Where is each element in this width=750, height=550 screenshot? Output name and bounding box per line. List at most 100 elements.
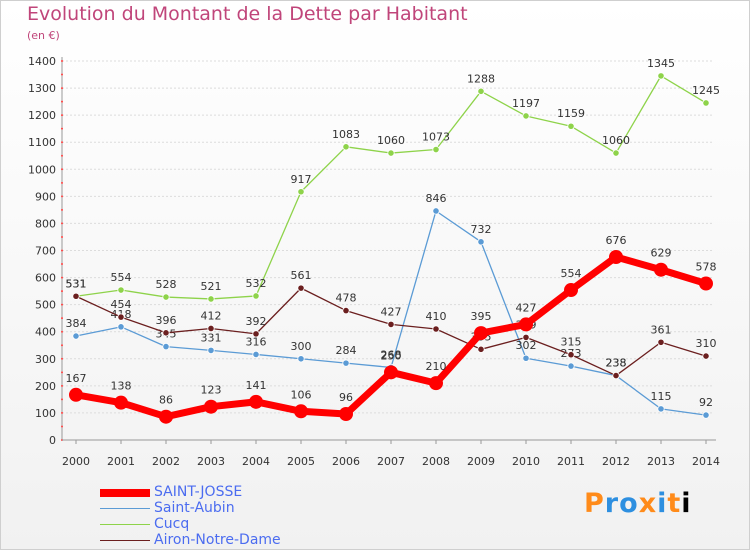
y-axis-dot [61,276,63,279]
data-point-cucq [252,292,260,300]
data-point-airon-notre-dame [72,292,80,300]
y-tick-label: 1200 [28,109,56,122]
data-point-airon-notre-dame [117,313,125,321]
data-label-airon-notre-dame: 412 [201,309,222,322]
data-point-saint-aubin [477,238,485,246]
data-point-airon-notre-dame [207,324,215,333]
data-point-cucq [477,87,485,95]
x-tick-label: 2006 [332,455,360,468]
data-point-saint-aubin [342,359,350,367]
x-tick-label: 2012 [602,455,630,468]
y-tick-label: 1300 [28,82,56,95]
data-label-saint-josse: 629 [651,247,672,260]
data-label-cucq: 1245 [692,84,720,97]
x-tick-label: 2009 [467,455,495,468]
legend-swatch-cucq [100,524,150,525]
y-axis-dot [61,141,63,144]
data-point-saint-josse [609,249,623,264]
data-label-cucq: 1345 [647,57,675,70]
data-point-airon-notre-dame [567,351,575,359]
data-point-saint-josse [159,409,173,424]
y-axis-dot [61,411,63,414]
data-label-saint-josse: 141 [246,379,267,392]
chart-title: Evolution du Montant de la Dette par Hab… [27,3,468,25]
data-label-saint-aubin: 316 [246,335,267,348]
y-axis-dot [61,208,63,211]
data-label-cucq: 1197 [512,97,540,110]
logo-letter: r [604,488,620,519]
data-point-saint-aubin [522,354,530,362]
data-label-cucq: 1073 [422,131,450,144]
proxiti-logo: Proxiti [584,488,692,519]
data-label-saint-aubin: 846 [426,192,447,205]
data-point-saint-josse [114,395,128,410]
y-axis-dot [61,425,63,428]
data-point-saint-josse [474,326,488,341]
x-tick-label: 2005 [287,455,315,468]
y-axis-dot [61,249,63,252]
data-label-saint-aubin: 92 [699,396,713,409]
data-point-saint-aubin [567,362,575,370]
data-point-saint-aubin [207,346,215,354]
y-axis-dot [61,127,63,130]
data-label-cucq: 1159 [557,107,585,120]
logo-letter: x [638,488,658,519]
data-point-saint-aubin [117,323,125,331]
data-point-saint-josse [429,376,443,391]
data-label-cucq: 917 [291,173,312,186]
data-label-cucq: 528 [156,278,177,291]
y-axis-dot [61,100,63,103]
y-tick-label: 600 [35,272,56,285]
data-point-cucq [612,149,620,157]
y-axis-dot [61,235,63,238]
data-label-saint-josse: 123 [201,384,222,397]
data-point-cucq [522,112,530,120]
data-point-saint-josse [654,262,668,277]
y-axis-dot [61,60,63,62]
logo-letter: i [681,488,692,519]
logo-letter: o [619,488,639,519]
data-point-saint-aubin [657,405,665,413]
y-tick-label: 0 [49,434,56,447]
legend-swatch-saint-josse [100,489,150,497]
data-label-saint-josse: 578 [696,261,717,274]
data-label-saint-josse: 167 [66,372,87,385]
y-axis-dot [61,181,63,184]
data-point-saint-aubin [72,332,80,340]
data-label-saint-aubin: 384 [66,317,87,330]
x-tick-label: 2011 [557,455,585,468]
data-point-cucq [657,72,665,80]
data-label-cucq: 532 [246,277,267,290]
y-axis-dot [61,357,63,360]
data-label-cucq: 1060 [602,134,630,147]
data-point-saint-josse [564,283,578,298]
data-label-saint-josse: 250 [381,349,402,362]
x-tick-label: 2003 [197,455,225,468]
data-label-saint-aubin: 238 [606,357,627,370]
data-label-saint-aubin: 284 [336,344,357,357]
data-point-saint-josse [204,399,218,414]
data-label-airon-notre-dame: 427 [381,305,402,318]
data-point-airon-notre-dame [162,329,170,337]
y-axis-dot [61,87,63,90]
legend-swatch-saint-aubin [100,508,150,509]
data-label-saint-josse: 106 [291,388,312,401]
data-point-cucq [342,143,350,151]
data-label-saint-aubin: 331 [201,331,222,344]
data-label-cucq: 1288 [467,72,495,85]
y-axis-dot [61,398,63,401]
data-label-saint-josse: 86 [159,394,173,407]
data-label-saint-josse: 210 [426,360,447,373]
data-point-saint-josse [384,365,398,380]
data-point-saint-josse [294,404,308,419]
logo-letter: t [667,488,682,519]
x-tick-label: 2001 [107,455,135,468]
data-label-cucq: 521 [201,280,222,293]
data-label-airon-notre-dame: 361 [651,323,672,336]
data-label-saint-aubin: 300 [291,340,312,353]
data-label-airon-notre-dame: 478 [336,292,357,305]
data-point-cucq [297,188,305,196]
x-tick-label: 2014 [692,455,720,468]
data-point-saint-josse [699,276,713,291]
y-tick-label: 800 [35,217,56,230]
